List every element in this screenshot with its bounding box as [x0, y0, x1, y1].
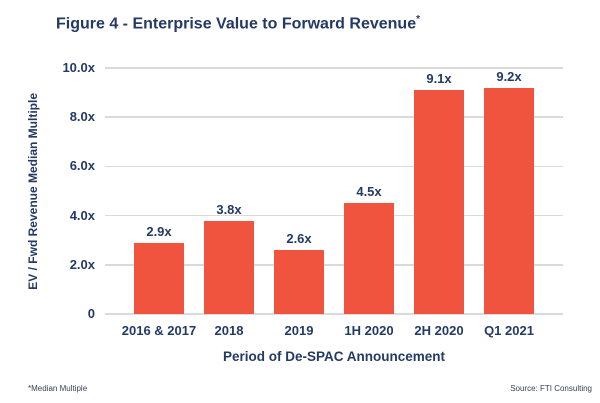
title-asterisk: *: [416, 14, 420, 25]
bar-2016 & 2017: [134, 242, 184, 314]
x-tick-label: 2016 & 2017: [121, 323, 197, 338]
bar-1H 2020: [344, 203, 394, 314]
bar-value-label: 2.6x: [286, 231, 312, 247]
bar-value-label: 4.5x: [356, 184, 382, 200]
bar-Q1 2021: [484, 87, 534, 314]
bar-slot: 4.5x 1H 2020: [344, 68, 394, 338]
y-tick-label: 8.0x: [69, 109, 95, 125]
x-tick-label: 1H 2020: [344, 323, 394, 338]
x-tick-label: 2019: [284, 323, 314, 338]
bar-2H 2020: [414, 90, 464, 314]
gridline-8.0x: [105, 116, 563, 118]
bar-slot: 2.6x 2019: [274, 68, 324, 338]
gridline-2.0x: [105, 264, 563, 266]
chart-title-text: Figure 4 - Enterprise Value to Forward R…: [56, 15, 417, 33]
gridline-4.0x: [105, 214, 563, 217]
gridline-6.0x: [105, 165, 563, 168]
bar-value-label: 9.2x: [496, 68, 522, 84]
bar-value-label: 9.1x: [426, 71, 452, 87]
source-credit: Source: FTI Consulting: [510, 384, 592, 393]
y-tick-label: 10.0x: [62, 60, 95, 75]
y-tick-label: 2.0x: [69, 256, 95, 272]
x-tick-label: Q1 2021: [484, 323, 534, 338]
bar-slot: 3.8x 2018: [204, 68, 254, 338]
gridline-0: [105, 313, 563, 315]
y-tick-label: 0: [87, 306, 95, 321]
bars-container: 2.9x 2016 & 2017 3.8x 2018 2.6x 2019 4.5x 1H 20…: [105, 68, 563, 338]
chart-title: Figure 4 - Enterprise Value to Forward R…: [56, 14, 420, 33]
x-axis-label: Period of De-SPAC Announcement: [222, 349, 445, 364]
footnote: *Median Multiple: [28, 384, 88, 393]
bar-slot: 2.9x 2016 & 2017: [122, 68, 196, 338]
plot-area: 2.9x 2016 & 2017 3.8x 2018 2.6x 2019 4.5x 1H 20…: [105, 67, 563, 338]
x-tick-label: 2018: [214, 323, 244, 338]
bar-slot: 9.1x 2H 2020: [414, 68, 464, 338]
bar-value-label: 2.9x: [146, 223, 172, 239]
bar-value-label: 3.8x: [216, 201, 242, 217]
bar-2018: [204, 220, 254, 314]
x-tick-label: 2H 2020: [414, 323, 464, 338]
y-tick-label: 4.0x: [69, 207, 95, 223]
y-axis-ticks: 10.0x 8.0x 6.0x 4.0x 2.0x 0: [0, 61, 95, 321]
y-tick-label: 6.0x: [69, 158, 95, 174]
gridline-10.0x: [105, 67, 563, 69]
bar-slot: 9.2x Q1 2021: [484, 68, 534, 338]
bar-2019: [274, 250, 324, 314]
